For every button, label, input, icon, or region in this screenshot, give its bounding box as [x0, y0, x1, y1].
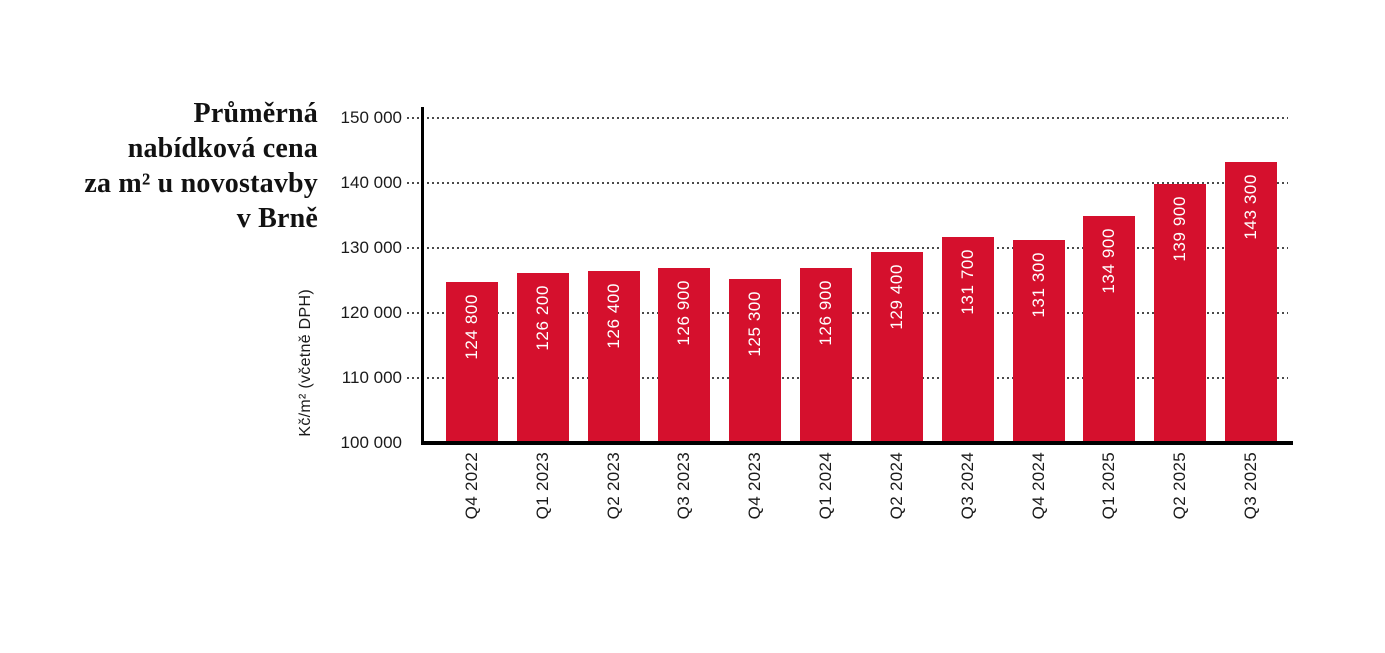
y-tick-label: 110 000 [341, 368, 402, 387]
x-tick-label-text: Q2 2023 [604, 452, 623, 520]
bar-q3-2025: 143 300 [1225, 162, 1277, 443]
x-tick-label: Q3 2025 [1241, 452, 1261, 524]
x-tick-label-text: Q1 2024 [816, 452, 835, 520]
title-line-3: za m² u novostavby [84, 168, 318, 199]
bar-value-label: 124 800 [462, 294, 481, 360]
bar-q1-2025: 134 900 [1083, 216, 1135, 443]
bar-value-label: 126 200 [533, 285, 552, 351]
bar-q4-2024: 131 300 [1013, 240, 1065, 443]
x-tick-label-text: Q3 2024 [958, 452, 977, 520]
bar-value-label: 131 700 [958, 249, 977, 315]
bar-q3-2023: 126 900 [658, 268, 710, 443]
gridline [407, 182, 1288, 184]
y-tick-label: 120 000 [340, 303, 402, 322]
x-tick-label-text: Q4 2024 [1029, 452, 1048, 520]
x-tick-label-text: Q2 2025 [1170, 452, 1189, 520]
x-tick-label: Q3 2024 [958, 452, 978, 524]
x-tick-label-text: Q4 2023 [745, 452, 764, 520]
title-line-4: v Brně [236, 203, 318, 234]
x-tick-label: Q4 2023 [745, 452, 765, 524]
x-tick-label-text: Q3 2023 [674, 452, 693, 520]
gridline [407, 117, 1288, 119]
x-axis-line [421, 441, 1293, 445]
bar-value-label: 126 400 [604, 283, 623, 349]
bar-value-label: 143 300 [1241, 174, 1260, 240]
x-tick-label-text: Q3 2025 [1241, 452, 1260, 520]
bar-q1-2023: 126 200 [517, 273, 569, 443]
bar-q2-2025: 139 900 [1154, 184, 1206, 443]
bar-q4-2023: 125 300 [729, 279, 781, 443]
x-tick-label: Q2 2025 [1170, 452, 1190, 524]
bar-value-label: 126 900 [816, 280, 835, 346]
x-tick-label: Q1 2025 [1099, 452, 1119, 524]
gridline [407, 247, 1288, 249]
x-tick-label: Q1 2023 [533, 452, 553, 524]
bar-value-label: 125 300 [745, 291, 764, 357]
x-tick-label-text: Q4 2022 [462, 452, 481, 520]
chart-title: Průměrná nabídková cena za m² u novostav… [40, 96, 318, 236]
x-tick-label: Q4 2024 [1029, 452, 1049, 524]
bar-value-label: 139 900 [1170, 196, 1189, 262]
bar-q4-2022: 124 800 [446, 282, 498, 443]
x-tick-label-text: Q1 2023 [533, 452, 552, 520]
x-tick-label: Q2 2023 [604, 452, 624, 524]
y-tick-label: 140 000 [340, 173, 402, 192]
x-tick-label: Q1 2024 [816, 452, 836, 524]
y-axis-title-text: Kč/m² (včetně DPH) [297, 289, 314, 437]
y-tick-label: 100 000 [340, 433, 402, 452]
bar-value-label: 131 300 [1029, 252, 1048, 318]
y-axis-title: Kč/m² (včetně DPH) [295, 289, 317, 444]
title-line-2: nabídková cena [127, 133, 318, 164]
bar-q1-2024: 126 900 [800, 268, 852, 443]
x-tick-label: Q4 2022 [462, 452, 482, 524]
bar-value-label: 134 900 [1099, 228, 1118, 294]
y-axis-line [421, 107, 424, 445]
bar-value-label: 129 400 [887, 264, 906, 330]
x-tick-label-text: Q2 2024 [887, 452, 906, 520]
title-line-1: Průměrná [193, 98, 318, 129]
x-tick-label: Q2 2024 [887, 452, 907, 524]
x-tick-label: Q3 2023 [674, 452, 694, 524]
bar-q2-2024: 129 400 [871, 252, 923, 443]
y-tick-label: 150 000 [340, 108, 402, 127]
x-tick-label-text: Q1 2025 [1099, 452, 1118, 520]
y-tick-label: 130 000 [340, 238, 402, 257]
bar-q3-2024: 131 700 [942, 237, 994, 443]
bar-q2-2023: 126 400 [588, 271, 640, 443]
bar-value-label: 126 900 [674, 280, 693, 346]
